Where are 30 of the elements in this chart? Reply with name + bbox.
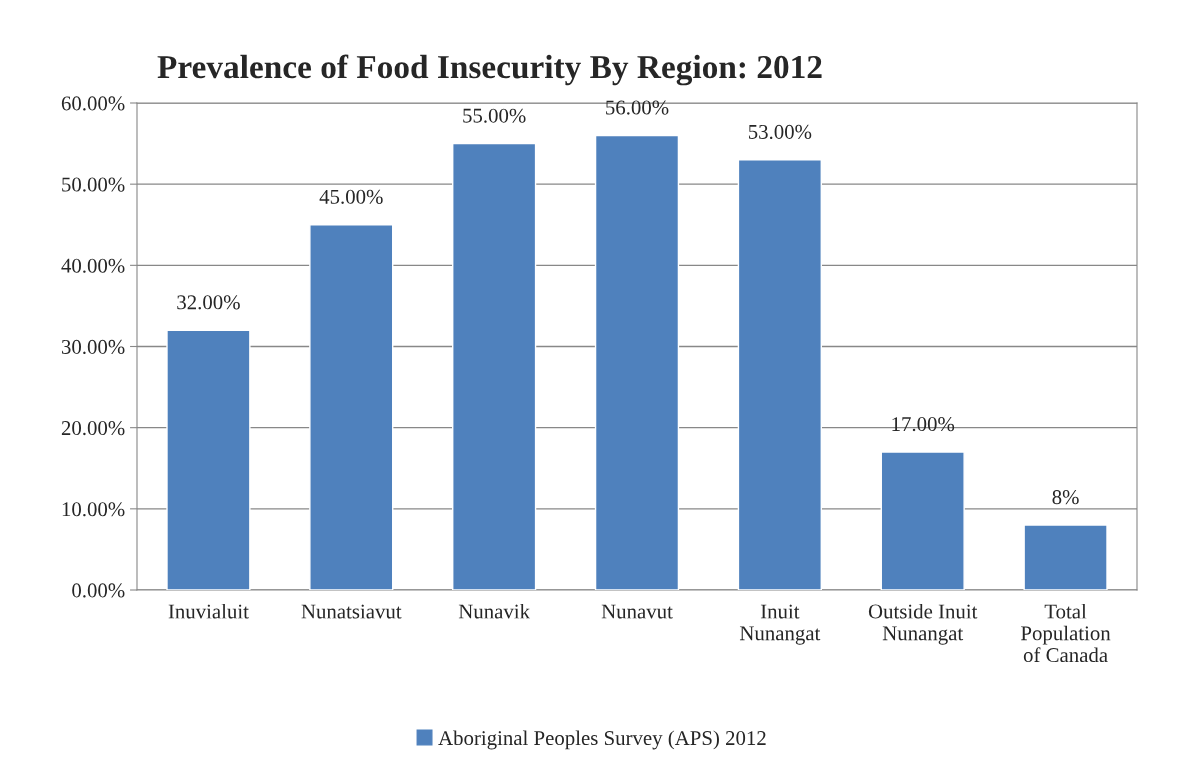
bar: [166, 329, 251, 590]
y-tick-label: 10.00%: [62, 502, 125, 517]
data-label: 55.00%: [463, 108, 526, 123]
y-tick-label: 60.00%: [61, 96, 125, 111]
y-tick-label: 0.00%: [72, 583, 125, 598]
y-tick-label: 40.00%: [61, 258, 125, 273]
y-tick-label: 50.00%: [62, 177, 125, 192]
bar: [594, 134, 680, 590]
bar: [737, 159, 822, 590]
data-label: 45.00%: [319, 189, 383, 204]
chart-title: Prevalence of Food Insecurity By Region: 2012: [157, 54, 822, 86]
data-label: 53.00%: [748, 124, 812, 140]
data-label: 8%: [1052, 490, 1079, 505]
bar: [880, 451, 965, 590]
data-label: 17.00%: [892, 417, 955, 432]
y-tick-label: 30.00%: [61, 339, 125, 355]
data-label: 56.00%: [606, 100, 669, 115]
bar: [1023, 524, 1108, 590]
x-tick-label: Inuvialuit: [168, 603, 249, 619]
data-label: 32.00%: [177, 295, 240, 310]
x-tick-label: Nunavik: [458, 603, 531, 619]
x-tick-label: Nunatsiavut: [301, 604, 402, 619]
x-tick-label: Outside Inuit Nunangat: [868, 603, 978, 645]
bar: [452, 142, 537, 590]
x-tick-label: Nunavut: [601, 604, 673, 619]
bar: [309, 224, 394, 590]
x-tick-label: Total Population of Canada: [1021, 603, 1111, 663]
x-tick-label: Inuit Nunangat: [739, 604, 821, 645]
y-tick-label: 20.00%: [61, 421, 125, 436]
legend-label: Aboriginal Peoples Survey (APS) 2012: [438, 730, 766, 750]
